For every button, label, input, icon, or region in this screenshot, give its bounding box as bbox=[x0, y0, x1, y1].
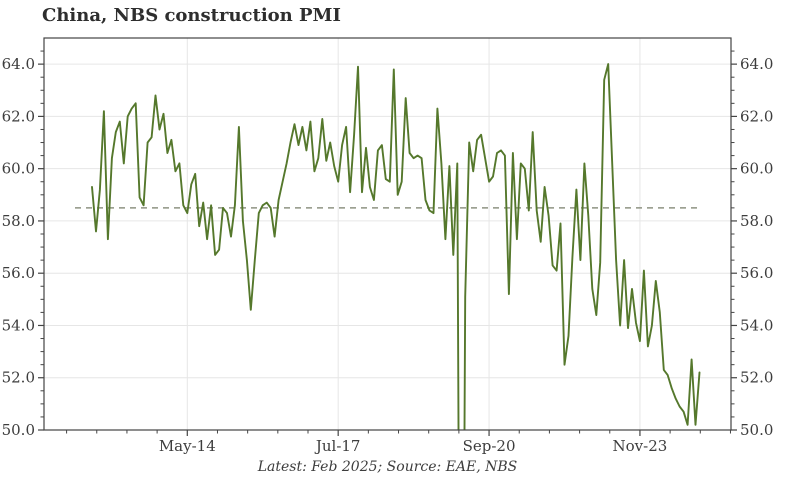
y-axis-label-left: 56.0 bbox=[2, 264, 35, 282]
y-axis-label-left: 54.0 bbox=[2, 316, 35, 334]
x-axis-label: May-14 bbox=[159, 437, 216, 455]
x-axis-label: Nov-23 bbox=[613, 437, 668, 455]
y-axis-label-left: 52.0 bbox=[2, 369, 35, 387]
x-axis-label: Jul-17 bbox=[314, 437, 361, 455]
y-axis-label-left: 62.0 bbox=[2, 107, 35, 125]
plot-border bbox=[43, 37, 732, 431]
y-axis-label-right: 54.0 bbox=[740, 316, 773, 334]
axis-tick-labels: 50.0 50.0 52.0 52.0 54.0 54.0 56.0 56.0 58.0 58.0… bbox=[2, 55, 774, 455]
y-axis-label-right: 62.0 bbox=[740, 107, 773, 125]
y-axis-label-right: 56.0 bbox=[740, 264, 773, 282]
chart-title: China, NBS construction PMI bbox=[42, 5, 341, 26]
y-axis-label-left: 64.0 bbox=[2, 55, 35, 73]
y-axis-label-left: 60.0 bbox=[2, 160, 35, 178]
y-axis-label-left: 58.0 bbox=[2, 212, 35, 230]
source-caption: Latest: Feb 2025; Source: EAE, NBS bbox=[257, 459, 518, 475]
y-axis-label-right: 64.0 bbox=[740, 55, 773, 73]
x-axis-label: Sep-20 bbox=[463, 437, 516, 455]
y-axis-label-right: 50.0 bbox=[740, 421, 773, 439]
y-axis-label-right: 52.0 bbox=[740, 369, 773, 387]
axis-ticks bbox=[38, 50, 737, 436]
y-axis-label-right: 58.0 bbox=[740, 212, 773, 230]
y-axis-label-right: 60.0 bbox=[740, 160, 773, 178]
y-axis-label-left: 50.0 bbox=[2, 421, 35, 439]
pmi-series-line bbox=[91, 63, 701, 430]
gridlines bbox=[44, 38, 731, 431]
